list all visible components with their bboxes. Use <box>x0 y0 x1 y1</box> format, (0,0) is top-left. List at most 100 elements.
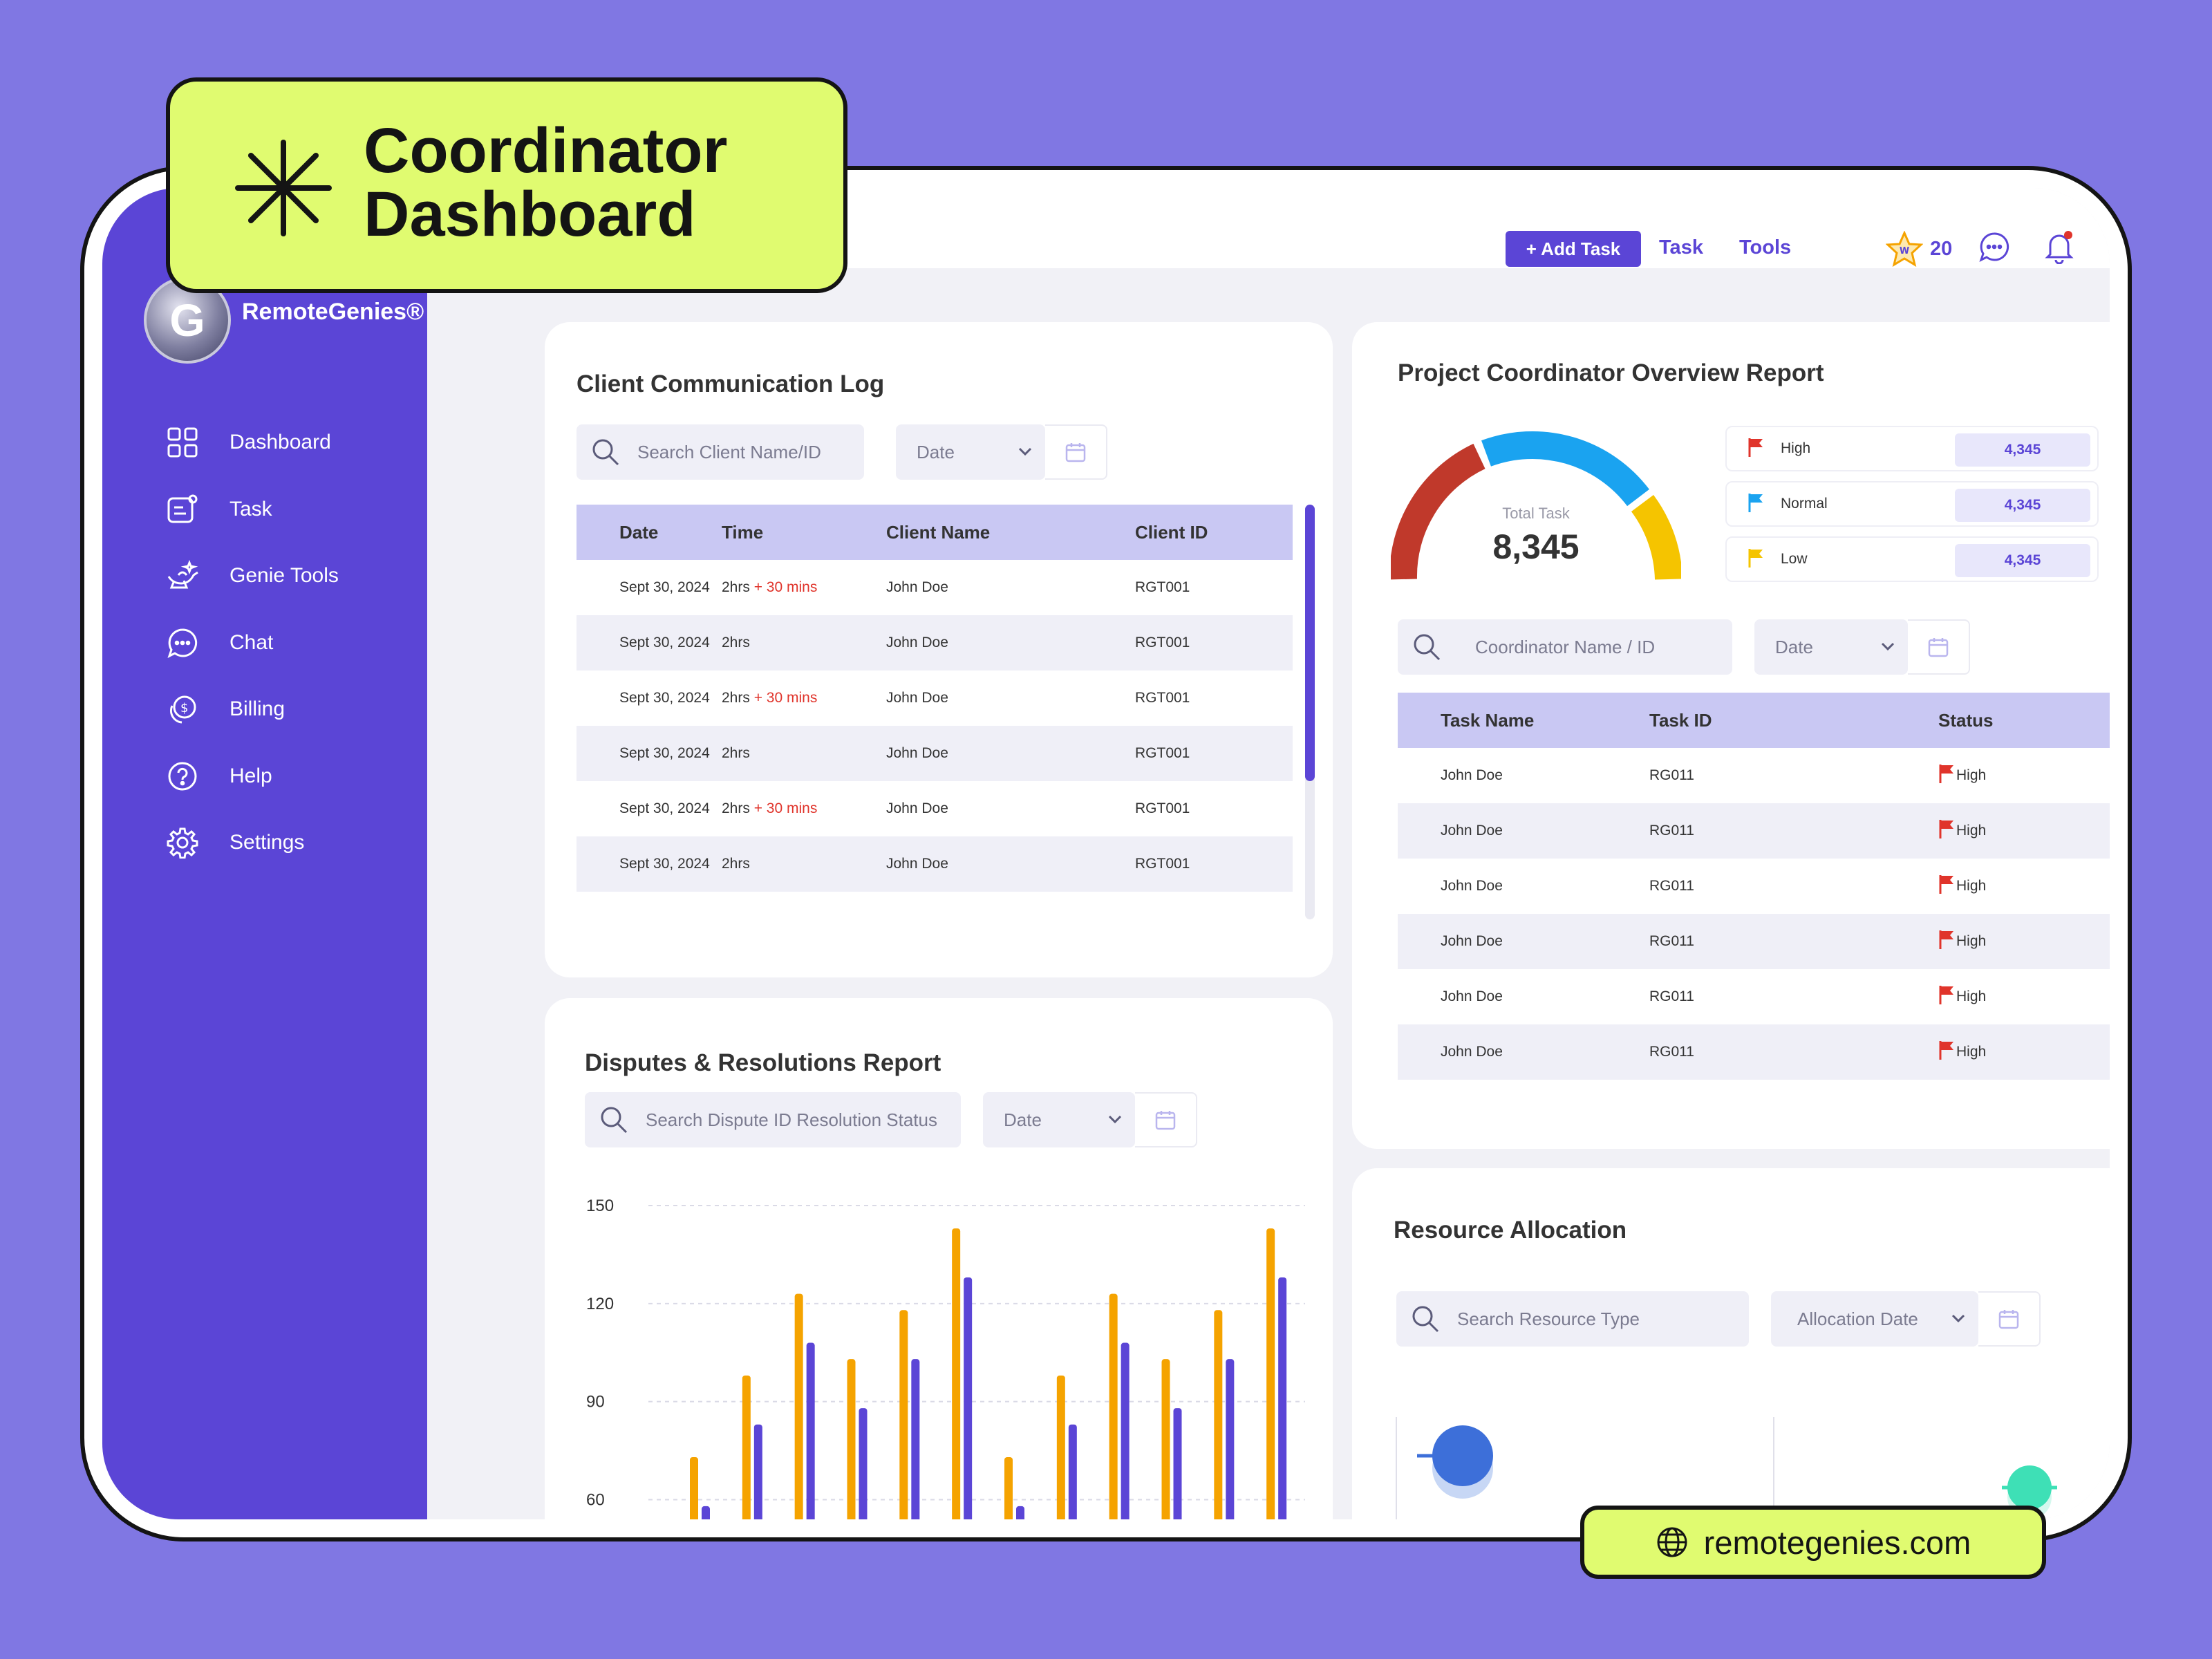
date-label: Date <box>1004 1109 1042 1130</box>
priority-legend-high[interactable]: High 4,345 <box>1725 426 2099 471</box>
bar-series-2-12[interactable] <box>1278 1277 1287 1519</box>
bar-series-1-12[interactable] <box>1266 1228 1275 1519</box>
bar-series-1-5[interactable] <box>899 1310 908 1519</box>
calendar-button[interactable] <box>1045 424 1107 480</box>
calendar-icon <box>1065 443 1086 462</box>
bar-series-1-1[interactable] <box>690 1457 698 1519</box>
cell-time: 2hrs <box>722 726 886 781</box>
cell-status: High <box>1938 1024 2110 1080</box>
bar-series-2-1[interactable] <box>702 1506 710 1519</box>
flag-icon <box>1938 984 1956 1009</box>
sidebar-item-dashboard[interactable]: Dashboard <box>166 422 339 463</box>
bar-series-2-5[interactable] <box>911 1359 920 1519</box>
table-row[interactable]: John Doe RG011 High <box>1398 748 2110 803</box>
col-task-name[interactable]: Task Name <box>1398 693 1649 748</box>
table-row[interactable]: Sept 30, 2024 2hrs John Doe RGT001 <box>577 726 1293 781</box>
table-row[interactable]: John Doe RG011 High <box>1398 803 2110 859</box>
search-placeholder: Search Client Name/ID <box>637 441 821 462</box>
bell-icon[interactable] <box>2042 229 2077 264</box>
bar-series-2-7[interactable] <box>1016 1506 1024 1519</box>
cell-task-name: John Doe <box>1398 803 1649 859</box>
dispute-search-input[interactable]: Search Dispute ID Resolution Status <box>585 1092 961 1147</box>
sidebar-item-settings[interactable]: Settings <box>166 822 339 863</box>
points-badge[interactable]: W 20 <box>1886 231 1952 267</box>
client-search-input[interactable]: Search Client Name/ID <box>577 424 864 480</box>
bar-series-1-7[interactable] <box>1004 1457 1013 1519</box>
col-date[interactable]: Date <box>577 505 722 560</box>
cell-task-name: John Doe <box>1441 878 1503 894</box>
col-client-name[interactable]: Client Name <box>886 505 1135 560</box>
sidebar-item-genie-tools[interactable]: Genie Tools <box>166 555 339 597</box>
calendar-button[interactable] <box>1908 619 1970 675</box>
bar-series-1-8[interactable] <box>1056 1375 1065 1519</box>
overview-date-select[interactable]: Date <box>1754 619 1970 675</box>
website-url-tag[interactable]: remotegenies.com <box>1580 1506 2046 1579</box>
bar-series-2-10[interactable] <box>1173 1408 1182 1519</box>
coordinator-search-input[interactable]: Coordinator Name / ID <box>1398 619 1732 675</box>
resource-search-input[interactable]: Search Resource Type <box>1396 1291 1749 1347</box>
bar-series-1-2[interactable] <box>742 1375 751 1519</box>
chat-icon <box>166 626 199 659</box>
disputes-date-select[interactable]: Date <box>983 1092 1197 1147</box>
scroll-thumb[interactable] <box>1305 505 1315 781</box>
svg-text:$: $ <box>180 701 188 715</box>
sidebar-item-task[interactable]: Task <box>166 489 339 530</box>
priority-legend-low[interactable]: Low 4,345 <box>1725 536 2099 582</box>
bar-series-1-3[interactable] <box>794 1293 803 1519</box>
app-screen: G RemoteGenies® Dashboard Task <box>102 188 2110 1519</box>
sidebar-item-billing[interactable]: $ Billing <box>166 688 339 730</box>
task-link[interactable]: Task <box>1659 236 1703 259</box>
col-status[interactable]: Status <box>1938 693 2110 748</box>
cell-status: High <box>1938 969 2110 1024</box>
grid-icon <box>166 426 199 459</box>
calendar-button[interactable] <box>1135 1092 1197 1147</box>
add-task-button[interactable]: + Add Task <box>1506 231 1641 267</box>
calendar-button[interactable] <box>1978 1291 2041 1347</box>
bar-series-1-11[interactable] <box>1214 1310 1223 1519</box>
resource-allocation-chart <box>1396 1417 2057 1519</box>
bar-series-2-2[interactable] <box>753 1424 762 1519</box>
legend-value: 4,345 <box>1955 489 2090 522</box>
table-row[interactable]: John Doe RG011 High <box>1398 969 2110 1024</box>
priority-legend-normal[interactable]: Normal 4,345 <box>1725 481 2099 527</box>
bar-series-2-11[interactable] <box>1226 1359 1235 1519</box>
col-client-id[interactable]: Client ID <box>1135 505 1293 560</box>
cell-client-name: John Doe <box>886 579 948 595</box>
table-row[interactable]: Sept 30, 2024 2hrs John Doe RGT001 <box>577 836 1293 892</box>
comm-log-scrollbar[interactable] <box>1305 505 1315 919</box>
y-tick-label: 90 <box>586 1393 605 1412</box>
col-time[interactable]: Time <box>722 505 886 560</box>
bar-series-2-9[interactable] <box>1121 1342 1130 1519</box>
bar-series-1-9[interactable] <box>1109 1293 1118 1519</box>
allocation-date-select[interactable]: Allocation Date <box>1771 1291 2041 1347</box>
table-row[interactable]: John Doe RG011 High <box>1398 914 2110 969</box>
comm-log-date-select[interactable]: Date <box>896 424 1107 480</box>
extra-time: + 30 mins <box>753 800 818 816</box>
table-row[interactable]: Sept 30, 2024 2hrs + 30 mins John Doe RGT00… <box>577 781 1293 836</box>
cell-client-name: John Doe <box>886 615 1135 671</box>
sidebar-item-chat[interactable]: Chat <box>166 622 339 664</box>
bar-series-2-3[interactable] <box>806 1342 815 1519</box>
table-row[interactable]: Sept 30, 2024 2hrs + 30 mins John Doe RGT00… <box>577 671 1293 726</box>
device-frame: G RemoteGenies® Dashboard Task <box>80 166 2132 1541</box>
bar-series-2-6[interactable] <box>964 1277 973 1519</box>
table-row[interactable]: John Doe RG011 High <box>1398 1024 2110 1080</box>
bar-series-2-8[interactable] <box>1068 1424 1077 1519</box>
page-title: Coordinator Dashboard <box>364 119 834 246</box>
bar-series-1-6[interactable] <box>952 1228 961 1519</box>
tools-link[interactable]: Tools <box>1739 236 1792 259</box>
flag-icon <box>1938 763 1956 788</box>
bar-series-2-4[interactable] <box>859 1408 868 1519</box>
flag-icon <box>1938 818 1956 843</box>
bar-series-1-10[interactable] <box>1161 1359 1170 1519</box>
sidebar-item-label: Chat <box>229 630 274 654</box>
chat-icon[interactable] <box>1977 229 2012 264</box>
disputes-title: Disputes & Resolutions Report <box>585 1049 941 1076</box>
col-task-id[interactable]: Task ID <box>1649 693 1938 748</box>
bar-series-1-4[interactable] <box>847 1359 856 1519</box>
table-row[interactable]: Sept 30, 2024 2hrs + 30 mins John Doe RGT00… <box>577 560 1293 615</box>
sidebar-item-help[interactable]: Help <box>166 756 339 797</box>
brand-name: RemoteGenies® <box>242 298 424 325</box>
table-row[interactable]: Sept 30, 2024 2hrs John Doe RGT001 <box>577 615 1293 671</box>
table-row[interactable]: John Doe RG011 High <box>1398 859 2110 914</box>
